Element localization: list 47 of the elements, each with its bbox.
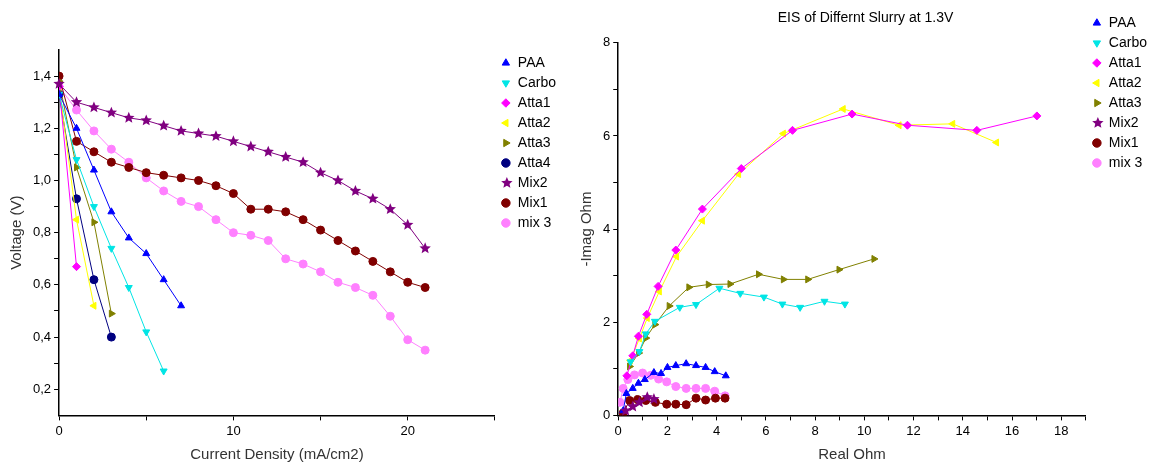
legend-label: Mix2: [1108, 113, 1139, 130]
y-tick-label: 0,2: [32, 380, 52, 396]
legend-label: Atta4: [517, 153, 551, 170]
legend-label: Mix1: [517, 193, 548, 210]
legend-label: Atta1: [1108, 53, 1142, 70]
y-tick-label: 0,6: [32, 276, 52, 292]
y-axis-title: Voltage (V): [7, 195, 25, 270]
y-tick-label: 0: [603, 406, 611, 422]
legend-label: Atta3: [1108, 93, 1142, 110]
x-tick-label: 0: [55, 422, 63, 438]
y-tick-label: 1,4: [32, 67, 52, 83]
chart-title: EIS of Differnt Slurry at 1.3V: [777, 9, 954, 26]
legend-label: PAA: [1108, 13, 1137, 30]
legend-label: PAA: [517, 53, 546, 70]
x-axis-title: Current Density (mA/cm2): [190, 445, 364, 463]
legend-label: mix 3: [1108, 153, 1143, 170]
x-tick-label: 12: [906, 422, 921, 438]
y-tick-label: 4: [603, 220, 611, 236]
legend-label: Atta3: [517, 133, 551, 150]
legend-label: Carbo: [1108, 33, 1148, 50]
x-tick-label: 18: [1054, 422, 1069, 438]
y-tick-label: 1,2: [32, 119, 52, 135]
x-tick-label: 10: [857, 422, 872, 438]
x-tick-label: 8: [811, 422, 819, 438]
x-tick-label: 16: [1004, 422, 1020, 438]
x-tick-label: 6: [762, 422, 770, 438]
y-axis-title: -Imag Ohm: [577, 191, 595, 267]
legend-label: Mix2: [517, 173, 548, 190]
x-axis-title: Real Ohm: [818, 445, 886, 463]
x-tick-label: 2: [663, 422, 672, 438]
legend-label: Mix1: [1108, 133, 1139, 150]
legend-label: Atta2: [517, 113, 551, 130]
x-tick-label: 0: [614, 422, 622, 438]
x-tick-label: 10: [226, 422, 241, 438]
x-tick-label: 14: [955, 422, 971, 438]
y-tick-label: 1,0: [32, 172, 52, 188]
y-tick-label: 2: [603, 313, 611, 329]
x-tick-label: 4: [713, 422, 721, 438]
legend-label: Atta2: [1108, 73, 1142, 90]
legend-label: mix 3: [517, 213, 552, 230]
legend-label: Atta1: [517, 93, 551, 110]
y-tick-label: 0,4: [32, 328, 52, 344]
legend-label: Carbo: [517, 73, 557, 90]
y-tick-label: 8: [603, 34, 611, 50]
y-tick-label: 0,8: [32, 224, 52, 240]
x-tick-label: 20: [400, 422, 415, 438]
y-tick-label: 6: [603, 127, 611, 143]
